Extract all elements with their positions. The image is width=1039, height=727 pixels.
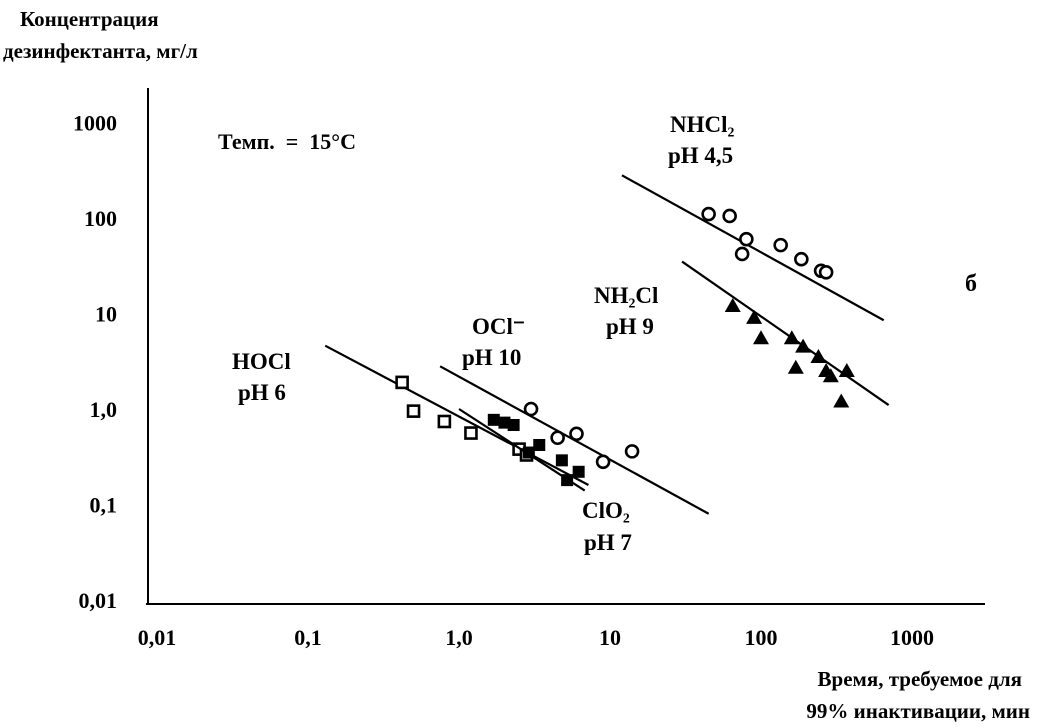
series-label-ocl-line1: OCl⁻: [472, 314, 525, 339]
temperature-annotation: Темп. = 15°С: [218, 129, 356, 154]
data-point: [822, 368, 839, 383]
data-point: [734, 246, 750, 262]
data-point: [795, 338, 812, 353]
data-point: [533, 438, 546, 451]
series-label-clo2-line2: pH 7: [584, 530, 632, 555]
x-tick-label: 0,1: [294, 625, 322, 650]
series-label-nh2cl-line2: pH 9: [606, 314, 654, 339]
data-point: [572, 465, 585, 478]
x-tick-label: 1,0: [445, 625, 473, 650]
panel-label: б: [965, 271, 977, 297]
y-tick-label: 0,01: [79, 588, 118, 613]
data-point: [550, 430, 565, 446]
data-point: [701, 206, 716, 222]
data-point: [498, 416, 511, 429]
data-point: [595, 454, 611, 470]
data-point: [522, 446, 535, 459]
data-point: [787, 359, 804, 374]
data-point: [437, 414, 452, 429]
y-tick-label: 10: [95, 302, 117, 327]
data-point: [507, 418, 520, 431]
data-point: [818, 265, 834, 280]
series-label-nh2cl-line1: NH₂Cl: [594, 283, 658, 308]
y-tick-label: 100: [84, 206, 117, 231]
y-axis-label-line1: Концентрация: [20, 7, 159, 31]
x-axis-label-line2: 99% инактивации, мин: [806, 699, 1030, 723]
data-point: [406, 404, 421, 418]
data-point: [523, 401, 539, 417]
data-point: [783, 330, 800, 345]
y-axis-label-line2: дезинфектанта, мг/л: [3, 39, 198, 63]
x-tick-label: 10: [599, 625, 621, 650]
fit-line: [681, 260, 890, 406]
data-point: [833, 393, 850, 408]
data-point: [794, 251, 809, 267]
series-label-ocl-line2: pH 10: [462, 345, 521, 370]
x-tick-label: 0,01: [138, 625, 177, 650]
y-tick-label: 1000: [73, 111, 117, 136]
x-tick-label: 1000: [890, 625, 934, 650]
y-tick-label: 0,1: [90, 493, 118, 518]
series-label-clo2-line1: ClO₂: [582, 498, 630, 523]
fit-line: [324, 344, 589, 486]
data-point: [624, 444, 640, 459]
data-point: [395, 375, 409, 390]
series-label-hocl-line2: pH 6: [238, 380, 286, 405]
fit-line: [621, 174, 885, 322]
data-point: [773, 237, 788, 253]
data-point: [722, 208, 737, 224]
data-point: [838, 362, 855, 377]
data-point: [555, 454, 568, 467]
data-point: [569, 426, 584, 442]
x-tick-label: 100: [745, 625, 778, 650]
data-point: [746, 309, 763, 324]
data-point: [487, 413, 500, 426]
data-point: [753, 330, 769, 345]
series-label-hocl-line1: HOCl: [232, 349, 291, 374]
data-point: [561, 474, 574, 487]
y-tick-label: 1,0: [90, 397, 118, 422]
data-point: [464, 426, 478, 440]
x-axis-label-line1: Время, требуемое для: [818, 667, 1022, 691]
series-label-nhcl2-line2: pH 4,5: [668, 143, 733, 168]
data-point: [724, 297, 741, 312]
data-point: [810, 349, 827, 364]
data-point: [739, 231, 754, 247]
series-label-nhcl2-line1: NHCl₂: [670, 112, 735, 137]
